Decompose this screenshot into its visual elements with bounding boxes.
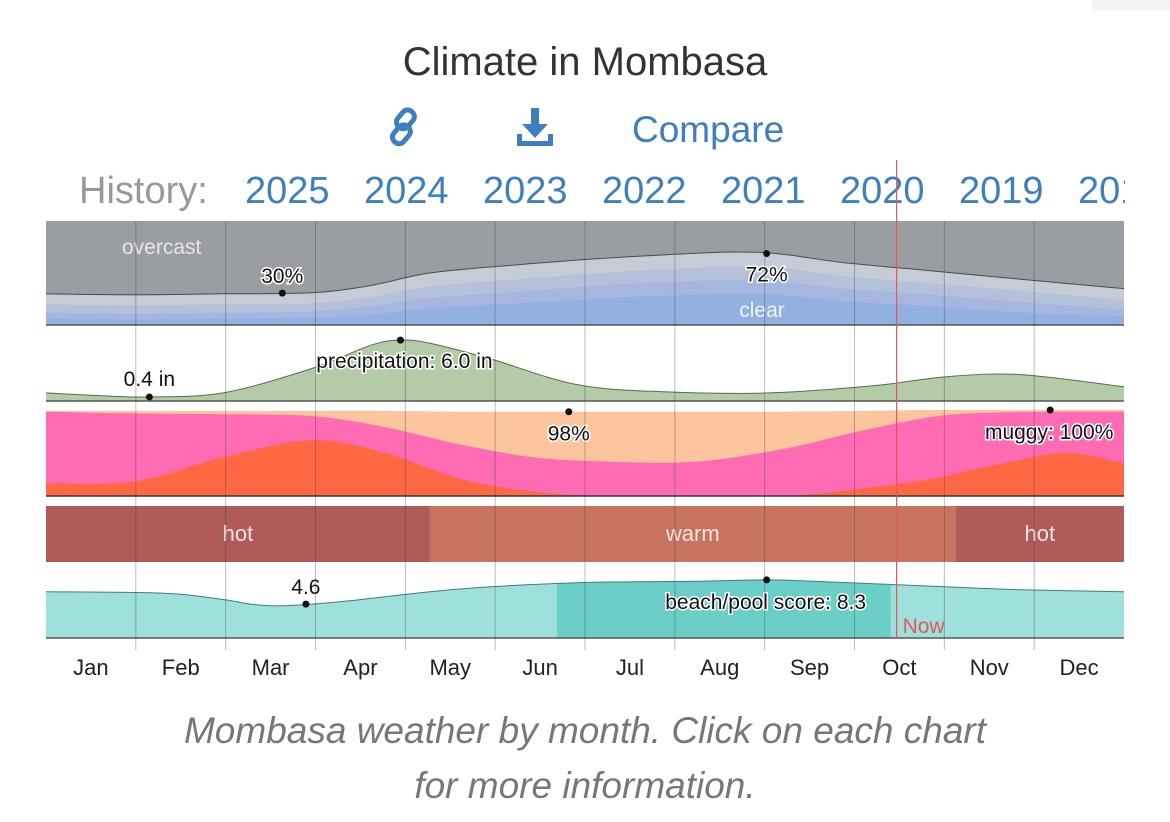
comfort-annotation-label: 98%	[548, 423, 590, 446]
beach-score-line	[45, 579, 1125, 607]
precipitation-annotation-label: precipitation: 6.0 in	[316, 350, 492, 373]
precipitation-area	[46, 340, 1124, 401]
beach-score-annotation-dot	[763, 576, 771, 584]
beach-score-best-period	[556, 579, 891, 638]
month-tick-label: Mar	[252, 655, 290, 680]
cloud-annotation-dot	[763, 250, 771, 258]
temperature-segment-label: hot	[223, 521, 254, 546]
caption-line-2: for more information.	[414, 765, 756, 806]
overcast-label: overcast	[122, 236, 202, 259]
link-icon[interactable]	[386, 106, 424, 148]
history-year-link[interactable]: 2023	[483, 170, 568, 212]
month-tick-label: Jan	[73, 655, 108, 680]
temperature-segment-label: hot	[1025, 521, 1056, 546]
month-tick-label: Feb	[162, 655, 200, 680]
history-year-link[interactable]: 2019	[959, 170, 1044, 212]
history-year-link[interactable]: 2025	[245, 170, 330, 212]
beach-score-annotation-dot	[302, 600, 310, 608]
cloud-annotation-dot	[278, 289, 286, 297]
precipitation-line	[45, 339, 1125, 398]
history-years: 2025 2024 2023 2022 2021 2020 2019 2018	[230, 170, 1125, 216]
history-year-link[interactable]: 2020	[840, 170, 925, 212]
cloud-annotation-label: 30%	[261, 265, 303, 288]
history-year-link[interactable]: 2021	[721, 170, 806, 212]
precipitation-annotation-dot	[145, 393, 153, 401]
page-title: Climate in Mombasa	[402, 40, 768, 84]
month-tick-label: May	[429, 655, 471, 680]
month-tick-label: Aug	[700, 655, 739, 680]
month-tick-label: Apr	[343, 655, 377, 680]
cloud-band-4	[46, 293, 1124, 325]
clear-label: clear	[739, 299, 785, 322]
temperature-segment	[955, 506, 1124, 562]
history-year-link[interactable]: 2018	[1078, 170, 1125, 212]
month-tick-label: Oct	[882, 655, 916, 680]
temperature-segment-label: warm	[665, 521, 720, 546]
precipitation-annotation-dot	[396, 336, 404, 344]
beach-score-annotation-label: 4.6	[291, 576, 320, 599]
precipitation-annotation-label: 0.4 in	[124, 368, 175, 391]
temperature-segment	[429, 506, 956, 562]
comfort-annotation-label: muggy: 100%	[985, 421, 1113, 444]
chart-caption: Mombasa weather by month. Click on each …	[0, 703, 1170, 813]
now-label: Now	[903, 615, 946, 638]
compare-link[interactable]: Compare	[632, 109, 785, 150]
history-year-link[interactable]: 2024	[364, 170, 449, 212]
history-label: History:	[79, 170, 208, 212]
corner-decoration	[1092, 0, 1170, 10]
month-tick-label: Jun	[522, 655, 557, 680]
history-year-link[interactable]: 2022	[602, 170, 687, 212]
month-tick-label: Dec	[1060, 655, 1099, 680]
month-tick-label: Sep	[790, 655, 829, 680]
climate-charts[interactable]: overcast clear 30% 72% 0.4 in precipitation: …	[0, 0, 1170, 700]
comfort-band-oppressive	[46, 440, 1124, 497]
comfort-annotation-dot	[565, 408, 573, 416]
download-icon[interactable]	[515, 106, 555, 148]
cloud-annotation-label: 72%	[746, 264, 788, 287]
temperature-segment	[46, 506, 430, 562]
beach-score-annotation-label: beach/pool score: 8.3	[665, 591, 866, 614]
cloud-cover-line	[45, 251, 1125, 296]
caption-line-1: Mombasa weather by month. Click on each …	[183, 710, 987, 751]
comfort-annotation-dot	[1046, 406, 1054, 414]
month-tick-label: Jul	[616, 655, 644, 680]
month-tick-label: Nov	[970, 655, 1009, 680]
